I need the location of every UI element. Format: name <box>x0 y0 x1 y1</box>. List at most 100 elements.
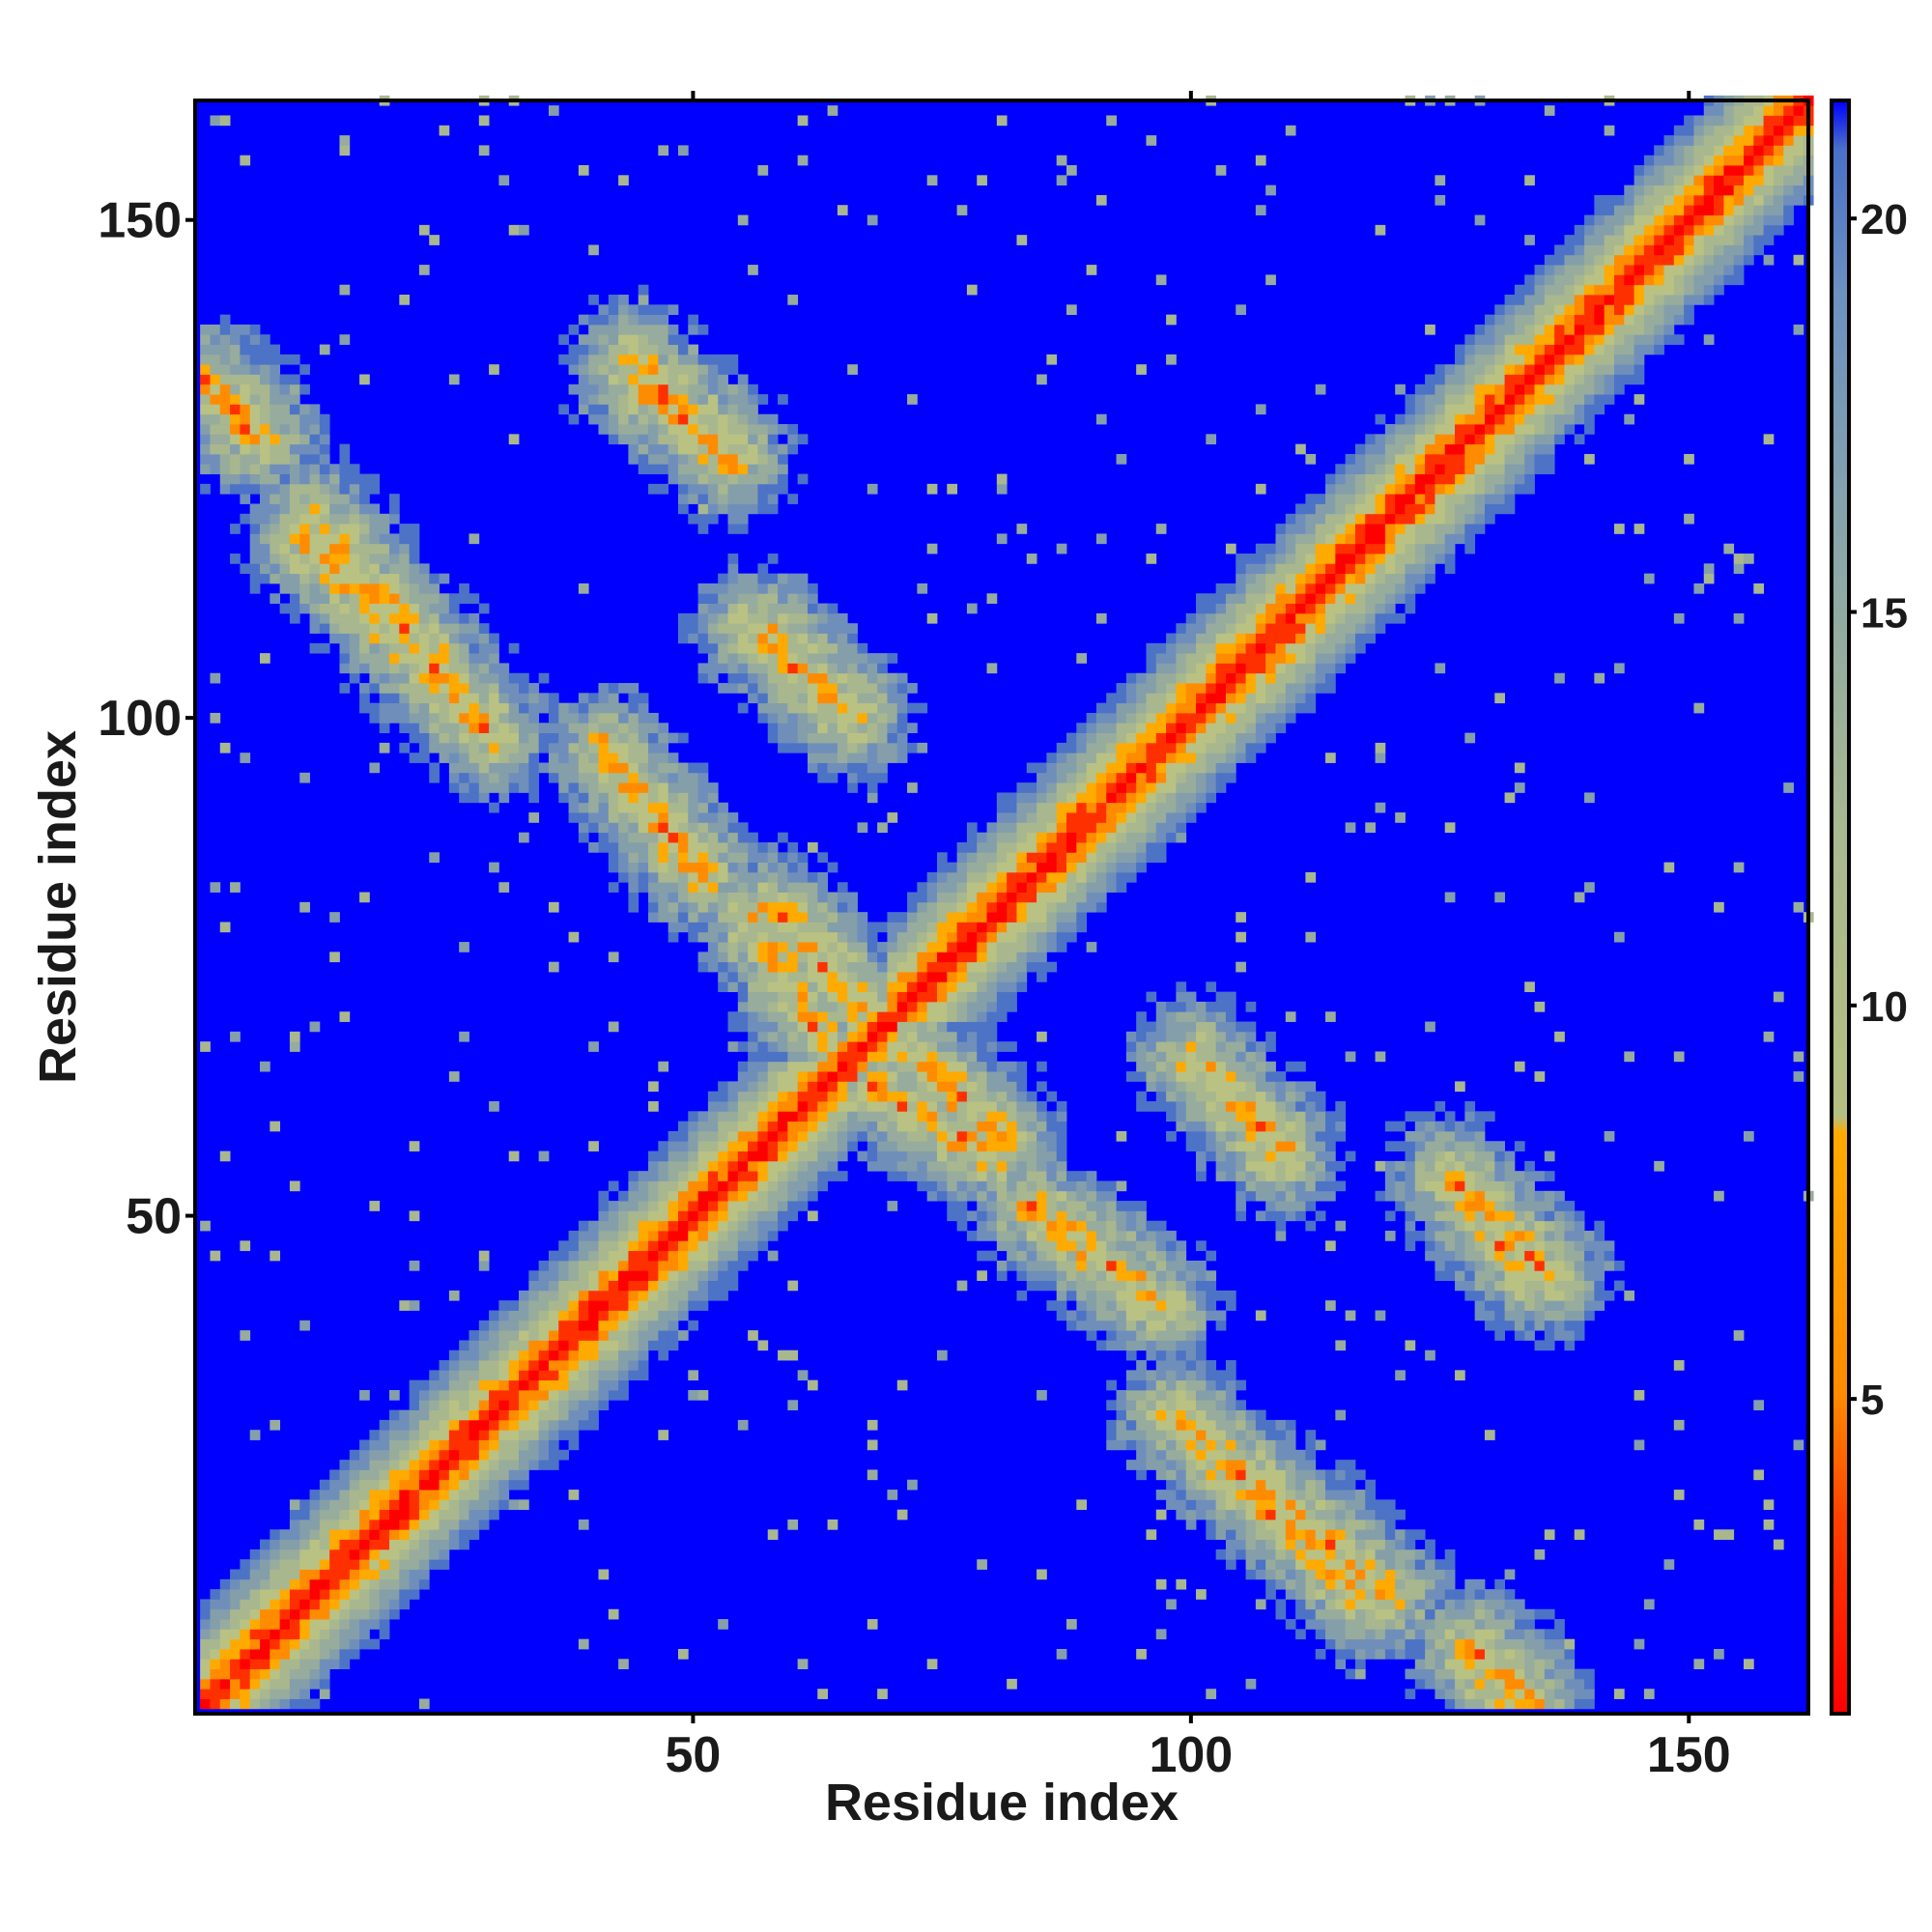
heatmap-cell <box>936 1071 948 1082</box>
heatmap-cell <box>797 732 809 744</box>
heatmap-cell <box>778 693 788 704</box>
heatmap-cell <box>389 513 400 525</box>
heatmap-cell <box>548 1330 559 1341</box>
heatmap-cell <box>548 1320 559 1331</box>
heatmap-cell <box>329 1469 340 1481</box>
heatmap-cell <box>588 1340 599 1351</box>
heatmap-cell <box>588 354 599 365</box>
heatmap-cell <box>917 1071 928 1082</box>
heatmap-cell <box>787 424 799 435</box>
heatmap-cell <box>697 434 709 445</box>
heatmap-cell <box>538 1340 550 1351</box>
heatmap-cell <box>1046 1171 1058 1181</box>
heatmap-cell <box>1037 1220 1047 1232</box>
heatmap-cell <box>319 603 330 614</box>
heatmap-cell <box>757 653 769 664</box>
heatmap-cell <box>618 841 629 853</box>
heatmap-cell <box>877 1141 888 1151</box>
heatmap-cell <box>249 434 261 445</box>
heatmap-cell <box>359 1638 370 1650</box>
heatmap-cell <box>1176 1270 1187 1281</box>
heatmap-cell <box>260 1061 270 1072</box>
heatmap-cell <box>270 424 281 435</box>
heatmap-cell <box>588 812 599 823</box>
heatmap-cell <box>219 742 231 753</box>
heatmap-cell <box>508 1449 520 1461</box>
heatmap-cell <box>558 723 569 733</box>
heatmap-cell <box>379 742 390 753</box>
heatmap-cell <box>359 503 370 515</box>
heatmap-cell <box>299 384 310 395</box>
heatmap-cell <box>558 1340 569 1351</box>
heatmap-cell <box>977 922 987 933</box>
heatmap-cell <box>648 413 659 425</box>
heatmap-cell <box>697 832 709 843</box>
heatmap-cell <box>568 812 580 823</box>
heatmap-cell <box>270 1659 281 1670</box>
heatmap-cell <box>1206 1101 1217 1112</box>
heatmap-cell <box>548 1419 559 1431</box>
heatmap-cell <box>896 1041 908 1052</box>
heatmap-cell <box>1026 1141 1037 1151</box>
heatmap-cell <box>1066 1201 1077 1211</box>
heatmap-cell <box>418 663 430 674</box>
heatmap-cell <box>748 413 758 425</box>
heatmap-cell <box>767 633 779 644</box>
heatmap-cell <box>369 1460 381 1470</box>
heatmap-cell <box>1056 931 1067 943</box>
heatmap-cell <box>977 991 987 1003</box>
heatmap-cell <box>896 1001 908 1012</box>
heatmap-cell <box>279 374 291 385</box>
heatmap-cell <box>260 374 270 385</box>
heatmap-cell <box>926 942 938 952</box>
heatmap-cell <box>947 961 958 973</box>
heatmap-cell <box>1196 633 1207 644</box>
heatmap-cell <box>907 1051 918 1063</box>
heatmap-cell <box>289 554 300 564</box>
heatmap-cell <box>200 354 211 365</box>
heatmap-cell <box>1146 1300 1157 1311</box>
heatmap-cell <box>718 633 728 644</box>
heatmap-cell <box>1056 1111 1067 1122</box>
heatmap-cell <box>658 443 669 455</box>
heatmap-cell <box>369 623 381 634</box>
heatmap-cell <box>418 1559 430 1570</box>
heatmap-cell <box>528 732 540 744</box>
heatmap-cell <box>1046 961 1058 973</box>
heatmap-cell <box>778 832 788 843</box>
heatmap-cell <box>807 653 818 664</box>
heatmap-cell <box>817 901 828 913</box>
heatmap-cell <box>1046 772 1058 783</box>
heatmap-cell <box>608 832 619 843</box>
heatmap-cell <box>498 1310 510 1321</box>
heatmap-cell <box>618 792 629 804</box>
heatmap-cell <box>418 1519 430 1530</box>
heatmap-cell <box>1136 1320 1147 1331</box>
heatmap-cell <box>817 1171 828 1181</box>
heatmap-cell <box>299 1629 310 1640</box>
heatmap-cell <box>279 1559 291 1570</box>
heatmap-cell <box>688 384 698 395</box>
heatmap-cell <box>1176 1081 1187 1093</box>
heatmap-cell <box>1066 901 1077 913</box>
heatmap-cell <box>289 384 300 395</box>
heatmap-cell <box>528 1310 540 1321</box>
heatmap-cell <box>727 1180 739 1192</box>
heatmap-cell <box>956 1121 968 1132</box>
heatmap-cell <box>837 981 848 993</box>
heatmap-cell <box>489 1469 499 1481</box>
heatmap-cell <box>1136 1240 1147 1252</box>
heatmap-cell <box>1215 1310 1227 1321</box>
heatmap-cell <box>767 1231 779 1241</box>
heatmap-cell <box>718 812 728 823</box>
heatmap-cell <box>697 762 709 774</box>
heatmap-cell <box>638 1320 649 1331</box>
heatmap-cell <box>996 1101 1008 1112</box>
heatmap-cell <box>658 1061 669 1072</box>
heatmap-cell <box>489 862 499 873</box>
heatmap-cell <box>697 1250 709 1262</box>
heatmap-cell <box>748 1121 758 1132</box>
heatmap-cell <box>787 603 799 614</box>
heatmap-cell <box>389 554 400 564</box>
